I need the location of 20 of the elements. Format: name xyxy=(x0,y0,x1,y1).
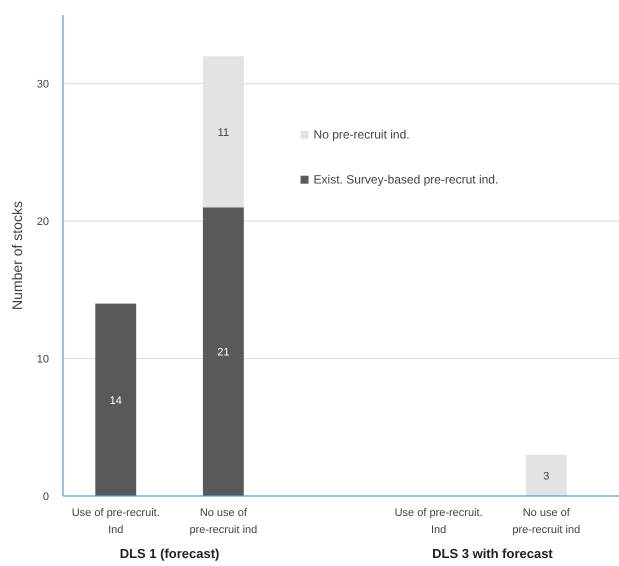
x-tick-label: No use of pre-recruit ind xyxy=(189,507,258,536)
y-axis-title: Number of stocks xyxy=(9,201,25,310)
data-label: 11 xyxy=(218,126,230,139)
text: DLS 3 with forecast xyxy=(432,546,554,561)
y-tick-label: 30 xyxy=(36,78,49,91)
legend-label: No pre-recruit ind. xyxy=(314,128,410,142)
data-label: 14 xyxy=(110,394,122,407)
bar xyxy=(95,304,136,496)
data-label: 3 xyxy=(543,470,550,482)
text: DLS 1 (forecast) xyxy=(120,546,220,561)
bar xyxy=(202,207,244,496)
y-tick-label: 20 xyxy=(36,216,49,228)
y-tick-label: 0 xyxy=(42,491,49,503)
data-label: 21 xyxy=(217,346,230,359)
bar xyxy=(526,454,567,496)
x-tick-label: No use of pre-recruit ind xyxy=(512,507,580,536)
y-tick-label: 10 xyxy=(36,354,49,366)
x-tick-label: Use of pre-recruit. Ind xyxy=(72,507,160,536)
legend-label: Exist. Survey-based pre-recrut ind. xyxy=(314,172,498,187)
x-tick-label: Use of pre-recruit. Ind xyxy=(394,507,483,536)
